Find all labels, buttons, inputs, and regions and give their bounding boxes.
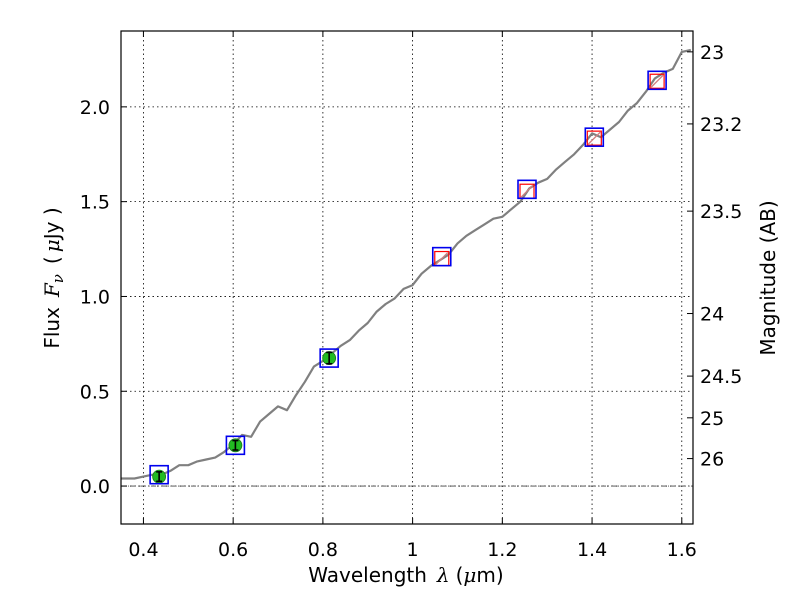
y-tick-label: 1.0 <box>80 286 110 308</box>
x-axis-title: Wavelength λ (μm) <box>308 563 503 587</box>
model-photometry-marker <box>319 348 339 368</box>
grid-lines <box>121 31 693 524</box>
plot-frame <box>120 30 694 525</box>
model-photometry-marker <box>431 246 452 267</box>
y2-tick-label: 23 <box>700 42 724 64</box>
y2-tick-label: 23.5 <box>700 201 742 223</box>
model-photometry-marker <box>647 70 667 91</box>
x-tick-label: 1 <box>407 539 419 561</box>
y-tick-label: 2.0 <box>80 97 110 119</box>
x-tick-label: 1.6 <box>667 539 697 561</box>
y-axis-title: FluxFν(μJy ) <box>40 207 67 348</box>
y2-axis-title: Magnitude (AB) <box>756 200 780 355</box>
spectrum-line <box>121 48 692 480</box>
upper-limit-diagonal <box>587 131 601 145</box>
x-tick-label: 0.4 <box>128 539 158 561</box>
y2-tick-label: 25 <box>700 408 724 430</box>
x-tick-label: 0.8 <box>308 539 338 561</box>
model-photometry-marker <box>149 464 169 485</box>
y2-tick-label: 24 <box>700 304 724 326</box>
upper-limit-diagonal <box>435 252 449 265</box>
model-photometry-marker <box>517 179 537 200</box>
y2-tick-label: 24.5 <box>700 366 742 388</box>
axis-ticks: 0.4 0.6 0.8 1 1.2 1.4 1.6 0.0 0.5 1.0 1.5 2.0 23 23.2… <box>80 31 742 561</box>
y-tick-label: 0.5 <box>80 381 110 403</box>
upper-limit-marker <box>586 130 602 146</box>
y-tick-label: 1.5 <box>80 192 110 214</box>
upper-limit-marker <box>649 73 665 89</box>
y-tick-label: 0.0 <box>80 476 110 498</box>
upper-limit-diagonal <box>650 74 664 88</box>
model-photometry-marker <box>225 435 246 456</box>
x-tick-label: 0.6 <box>218 539 248 561</box>
x-tick-label: 1.4 <box>577 539 607 561</box>
model-photometry-marker <box>584 127 605 147</box>
plot-area <box>121 48 692 485</box>
y2-tick-label: 23.2 <box>700 114 742 136</box>
upper-limit-diagonal <box>520 184 534 198</box>
y2-tick-label: 26 <box>700 449 724 471</box>
x-tick-label: 1.2 <box>487 539 517 561</box>
